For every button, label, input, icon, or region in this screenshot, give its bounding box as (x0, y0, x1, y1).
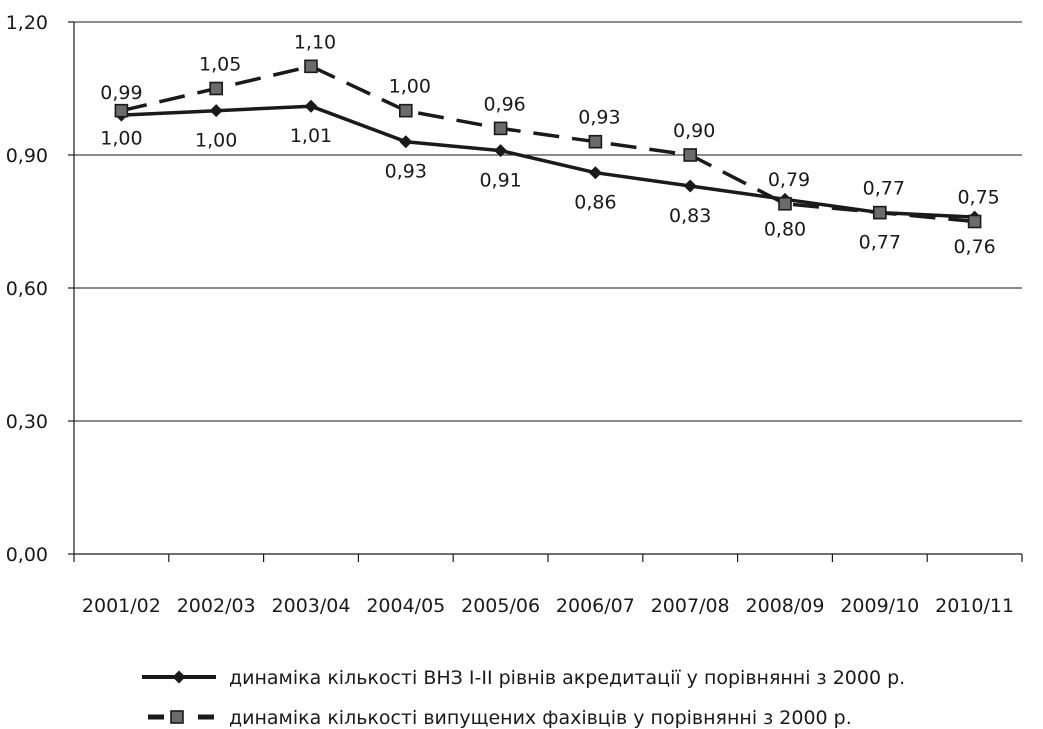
data-label: 1,00 (195, 130, 237, 152)
data-point-square (683, 148, 698, 162)
data-point-diamond (683, 179, 697, 193)
legend-item: динаміка кількості випущених фахівців у … (148, 707, 852, 729)
y-tick-labels: 0,00 0,30 0,60 0,90 1,20 (6, 12, 48, 566)
data-label: 0,83 (669, 205, 711, 227)
data-label: 0,93 (385, 161, 427, 183)
data-point-diamond (304, 99, 318, 113)
x-tick-label: 2009/10 (840, 595, 919, 617)
data-point-square (778, 196, 792, 211)
data-labels: 0,99 1,00 1,00 1,05 1,01 1,10 0,93 1,00 0,91 0,96… (100, 31, 1000, 258)
data-point-diamond (494, 144, 508, 158)
data-label: 0,76 (953, 236, 995, 258)
data-label: 1,00 (389, 76, 431, 98)
x-tick-label: 2001/02 (82, 595, 161, 617)
x-tick-labels: 2001/02 2002/03 2003/04 2004/05 2005/06 2006/… (82, 595, 1014, 617)
data-point-square (398, 103, 413, 118)
data-label: 0,90 (673, 120, 715, 142)
legend-marker-square (170, 710, 184, 724)
data-label: 0,77 (863, 178, 905, 200)
y-tick-label: 1,20 (6, 12, 48, 34)
y-tick-label: 0,90 (6, 145, 48, 167)
x-tick-label: 2008/09 (746, 595, 825, 617)
data-point-square (872, 205, 887, 220)
x-tick-label: 2005/06 (461, 595, 540, 617)
data-label: 1,01 (290, 125, 332, 147)
y-tick-label: 0,00 (6, 544, 48, 566)
legend: динаміка кількості ВНЗ І-ІІ рівнів акред… (142, 667, 905, 729)
data-label: 1,10 (294, 31, 336, 53)
data-label: 1,05 (199, 54, 241, 76)
data-label: 0,96 (483, 93, 525, 115)
series-line (121, 64, 975, 224)
x-tick-label: 2002/03 (177, 595, 256, 617)
y-tick-label: 0,30 (6, 411, 48, 433)
data-point-square (209, 81, 223, 96)
legend-item: динаміка кількості ВНЗ І-ІІ рівнів акред… (142, 667, 905, 689)
x-tick-label: 2003/04 (272, 595, 351, 617)
x-tick-label: 2007/08 (651, 595, 730, 617)
series-line (121, 104, 975, 219)
data-point-square (588, 134, 603, 149)
data-label: 0,75 (957, 187, 999, 209)
data-label: 0,91 (479, 170, 521, 192)
data-label: 0,77 (859, 232, 901, 254)
data-label: 0,86 (574, 192, 616, 214)
data-point-square (493, 121, 508, 136)
data-point-diamond (209, 104, 223, 118)
data-label: 0,99 (100, 82, 142, 104)
x-tick-label: 2006/07 (556, 595, 635, 617)
legend-label: динаміка кількості ВНЗ І-ІІ рівнів акред… (229, 667, 905, 689)
data-label: 0,79 (768, 169, 810, 191)
data-point-square (114, 103, 129, 118)
data-point-diamond (588, 166, 602, 180)
data-label: 0,80 (764, 218, 806, 240)
data-point-square (967, 214, 982, 229)
x-tick-label: 2010/11 (935, 595, 1014, 617)
legend-label: динаміка кількості випущених фахівців у … (229, 707, 852, 729)
data-label: 1,00 (100, 128, 142, 150)
axes (68, 21, 1023, 562)
x-tick-label: 2004/05 (366, 595, 445, 617)
data-point-diamond (399, 135, 413, 149)
series-layer (114, 59, 982, 229)
data-label: 0,93 (578, 107, 620, 129)
data-point-square (304, 59, 318, 74)
gridlines (74, 21, 1022, 422)
y-tick-label: 0,60 (6, 278, 48, 300)
legend-marker-diamond (172, 670, 186, 684)
